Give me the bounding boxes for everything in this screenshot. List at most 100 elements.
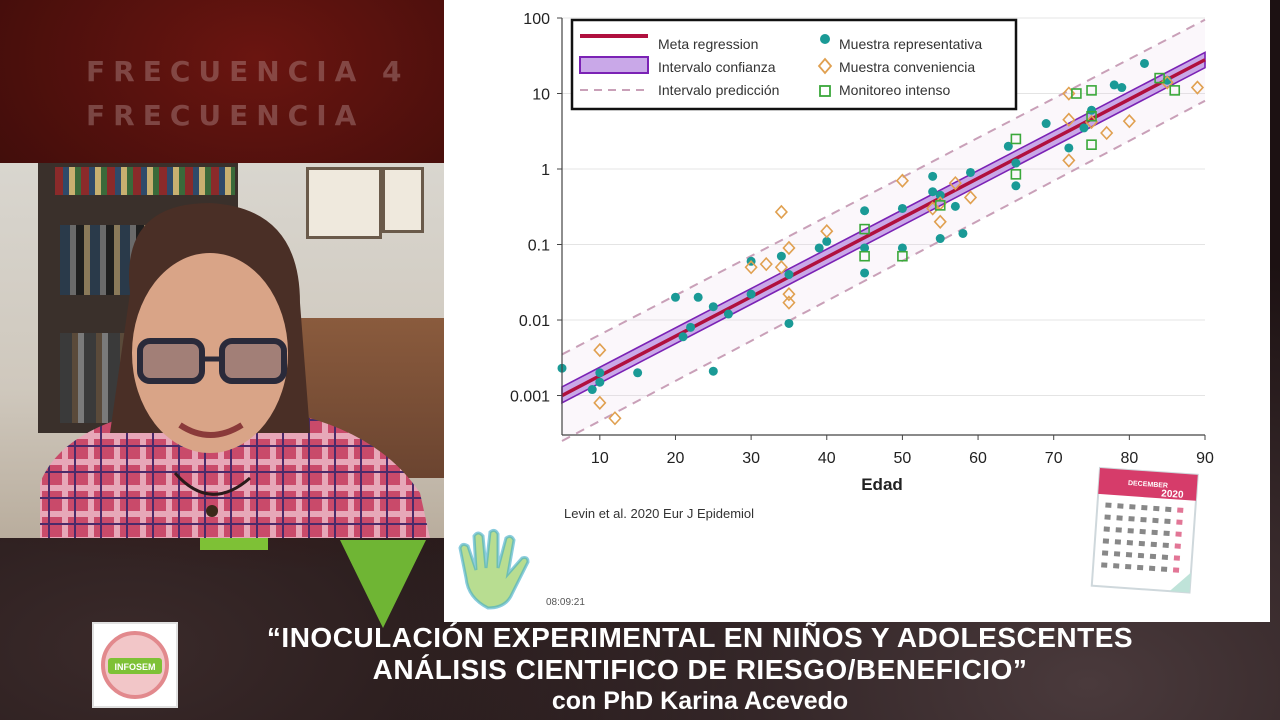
legend-marker-convenience [817, 57, 833, 75]
data-point-convenience [820, 224, 834, 239]
data-point-convenience [782, 295, 796, 310]
x-tick-label: 40 [818, 450, 836, 467]
calendar-day [1174, 543, 1181, 549]
data-point-convenience [963, 190, 978, 205]
calendar-day [1141, 504, 1148, 511]
x-tick-label: 60 [969, 450, 987, 467]
calendar-day [1176, 519, 1183, 525]
calendar-day [1126, 540, 1134, 546]
legend-label-confidence: Intervalo confianza [658, 59, 776, 75]
data-point-intensive [1169, 85, 1181, 96]
x-tick-label: 50 [894, 450, 912, 467]
speaker-name: con PhD Karina Acevedo [551, 687, 849, 715]
legend-label-regression: Meta regression [658, 36, 758, 52]
data-point-intensive [1086, 85, 1097, 96]
y-tick-label: 1 [541, 162, 550, 179]
data-point-convenience [593, 395, 607, 411]
data-point-representative [784, 270, 794, 280]
calendar-day [1138, 540, 1145, 547]
data-point-representative [860, 243, 870, 253]
calendar-day [1161, 554, 1169, 560]
presentation-slide: 100 10 1 0.1 0.01 0.001 10 20 30 40 50 60 70 80 90 Eda… [444, 0, 1270, 622]
x-tick-label: 30 [742, 450, 760, 467]
calendar-day [1137, 552, 1145, 559]
legend-label-representative: Muestra representativa [839, 36, 982, 52]
data-point-representative [1087, 105, 1097, 115]
data-point-representative [1064, 143, 1074, 153]
data-point-representative [708, 302, 718, 312]
calendar-day [1172, 567, 1180, 573]
data-point-representative [1003, 141, 1013, 151]
data-point-representative [897, 243, 907, 253]
calendar-day [1162, 542, 1169, 548]
calendar-day [1177, 507, 1184, 513]
data-point-representative [928, 187, 938, 197]
calendar-day [1127, 528, 1134, 534]
logo-text: INFOSEM [114, 662, 155, 672]
calendar-day [1113, 563, 1120, 569]
data-point-representative [1011, 181, 1021, 191]
calendar-day [1116, 515, 1123, 521]
data-point-representative [686, 322, 696, 332]
data-point-representative [595, 377, 605, 387]
calendar-day [1115, 527, 1122, 533]
x-axis-label: Edad [861, 475, 903, 494]
data-point-representative [814, 243, 824, 253]
legend: Meta regression Intervalo confianza Inte… [570, 18, 1018, 111]
data-point-representative [723, 309, 733, 319]
data-point-intensive [859, 250, 870, 262]
chevron-down-icon [340, 540, 426, 628]
calendar-day [1114, 539, 1122, 545]
data-point-representative [1139, 58, 1149, 68]
data-point-representative [746, 289, 756, 299]
data-point-representative [965, 167, 975, 177]
data-point-representative [784, 318, 794, 328]
calendar-year: 2020 [1161, 488, 1184, 501]
data-point-convenience [948, 175, 962, 191]
data-point-convenience [774, 260, 788, 275]
title-line-2: ANÁLISIS CIENTIFICO DE RIESGO/BENEFICIO” [372, 654, 1028, 685]
data-point-representative [860, 206, 870, 216]
face [132, 253, 288, 453]
data-point-intensive [897, 250, 908, 262]
citation: Levin et al. 2020 Eur J Epidemiol [564, 506, 754, 521]
calendar-day [1117, 503, 1124, 509]
data-point-representative [595, 368, 605, 378]
calendar-day [1175, 531, 1182, 537]
calendar-day [1139, 528, 1146, 535]
data-point-intensive [1010, 169, 1022, 180]
data-point-convenience [782, 240, 796, 256]
y-tick-label: 0.001 [510, 389, 550, 406]
data-point-intensive [859, 223, 870, 235]
data-point-representative [860, 268, 870, 278]
x-tick-label: 20 [667, 450, 685, 467]
calendar-day [1125, 564, 1132, 570]
data-point-convenience [782, 286, 796, 302]
calendar-day [1129, 504, 1136, 510]
data-point-intensive [1086, 139, 1097, 150]
data-point-convenience [1122, 113, 1136, 129]
data-point-convenience [895, 173, 909, 188]
calendar-day [1140, 516, 1147, 523]
infosem-logo: INFOSEM [92, 622, 178, 708]
calendar-day [1164, 518, 1171, 525]
calendar-day [1102, 538, 1110, 544]
data-point-convenience [1062, 153, 1076, 168]
data-point-representative [776, 251, 786, 261]
data-point-representative [678, 332, 688, 342]
calendar-day [1136, 564, 1144, 571]
calendar-day [1160, 566, 1168, 572]
data-point-convenience [1062, 112, 1076, 127]
wall-picture-1 [306, 167, 382, 239]
data-point-intensive [1154, 72, 1165, 84]
y-tick-label: 0.01 [519, 313, 550, 330]
data-point-representative [897, 203, 907, 213]
calendar-day [1163, 530, 1170, 537]
data-point-representative [633, 368, 643, 378]
calendar-day [1125, 552, 1133, 558]
x-tick-label: 80 [1120, 450, 1138, 467]
data-point-representative [1041, 119, 1051, 129]
x-tick-label: 70 [1045, 450, 1063, 467]
book-row-top [55, 167, 235, 195]
glasses-right [219, 338, 287, 384]
